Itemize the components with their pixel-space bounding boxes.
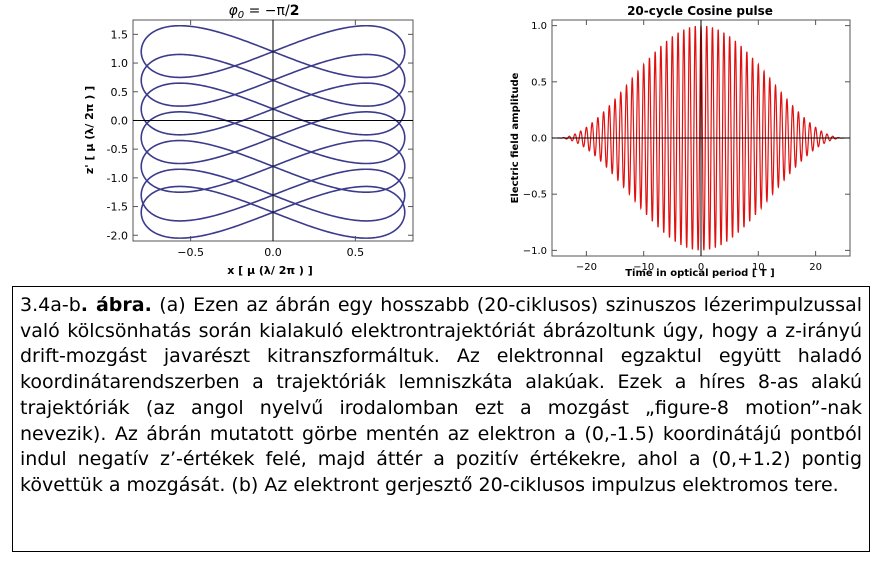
y-tick-label: 0.0 <box>531 134 547 145</box>
pulse-chart: 20-cycle Cosine pulse −20 −10 0 10 20 1.0 0.5 0… <box>510 4 851 279</box>
caption-bold: . ábra. <box>80 294 152 316</box>
chart-a-title-phi: φ <box>229 3 239 19</box>
caption-label: 3.4a-b <box>20 294 81 316</box>
x-tick-label: −10 <box>633 262 654 273</box>
chart-b-xlabel: Time in optical period [ T ] <box>625 268 775 279</box>
y-tick-label: -2.0 <box>107 229 128 242</box>
y-tick-label: -1.5 <box>107 201 128 214</box>
y-tick-label: -1.0 <box>107 172 128 185</box>
chart-a-ticks: −0.5 0.0 0.5 1.5 1.0 0.5 0.0 -0.5 -1.0 -1.5 -2.0 <box>107 20 413 259</box>
y-tick-label: 0.5 <box>111 86 129 99</box>
x-tick-label: 0 <box>698 262 704 273</box>
x-tick-label: 0.5 <box>347 246 365 259</box>
x-tick-label: −0.5 <box>177 246 204 259</box>
y-tick-label: −1.0 <box>523 246 547 257</box>
chart-a-xlabel: x [ μ (λ/ 2π ) ] <box>227 264 313 277</box>
y-tick-label: 1.5 <box>111 28 129 41</box>
y-tick-label: 0.0 <box>111 114 129 127</box>
x-tick-label: 10 <box>752 262 765 273</box>
y-tick-label: 0.5 <box>531 77 547 88</box>
chart-a-title-rest: = −π/ <box>244 3 290 19</box>
y-tick-label: −0.5 <box>523 190 547 201</box>
chart-b-zero-axes <box>552 20 850 256</box>
x-tick-label: 0.0 <box>264 246 282 259</box>
y-tick-label: 1.0 <box>111 57 129 70</box>
chart-a-title-bold: 2 <box>290 3 300 19</box>
y-tick-label: 1.0 <box>531 21 547 32</box>
chart-a-title: φ0 = −π/2 <box>229 3 300 21</box>
chart-a-zero-axes <box>133 20 413 241</box>
chart-b-ticks: −20 −10 0 10 20 1.0 0.5 0.0 −0.5 −1.0 <box>523 20 850 273</box>
x-tick-label: 20 <box>809 262 822 273</box>
x-tick-label: −20 <box>576 262 597 273</box>
chart-b-ylabel: Electric field amplitude <box>510 72 521 203</box>
y-tick-label: -0.5 <box>107 143 128 156</box>
chart-a-title-sub: 0 <box>238 10 244 21</box>
caption-text: (a) Ezen az ábrán egy hosszabb (20-ciklu… <box>20 294 862 496</box>
chart-a-ylabel: z' [ μ (λ/ 2π ) ] <box>83 86 96 174</box>
figure-caption: 3.4a-b. ábra. (a) Ezen az ábrán egy hoss… <box>12 286 870 552</box>
chart-b-title: 20-cycle Cosine pulse <box>627 4 773 18</box>
trajectory-chart: φ0 = −π/2 −0.5 0.0 0.5 1.5 1.0 0.5 0.0 -0.5 -1.0… <box>83 3 414 277</box>
